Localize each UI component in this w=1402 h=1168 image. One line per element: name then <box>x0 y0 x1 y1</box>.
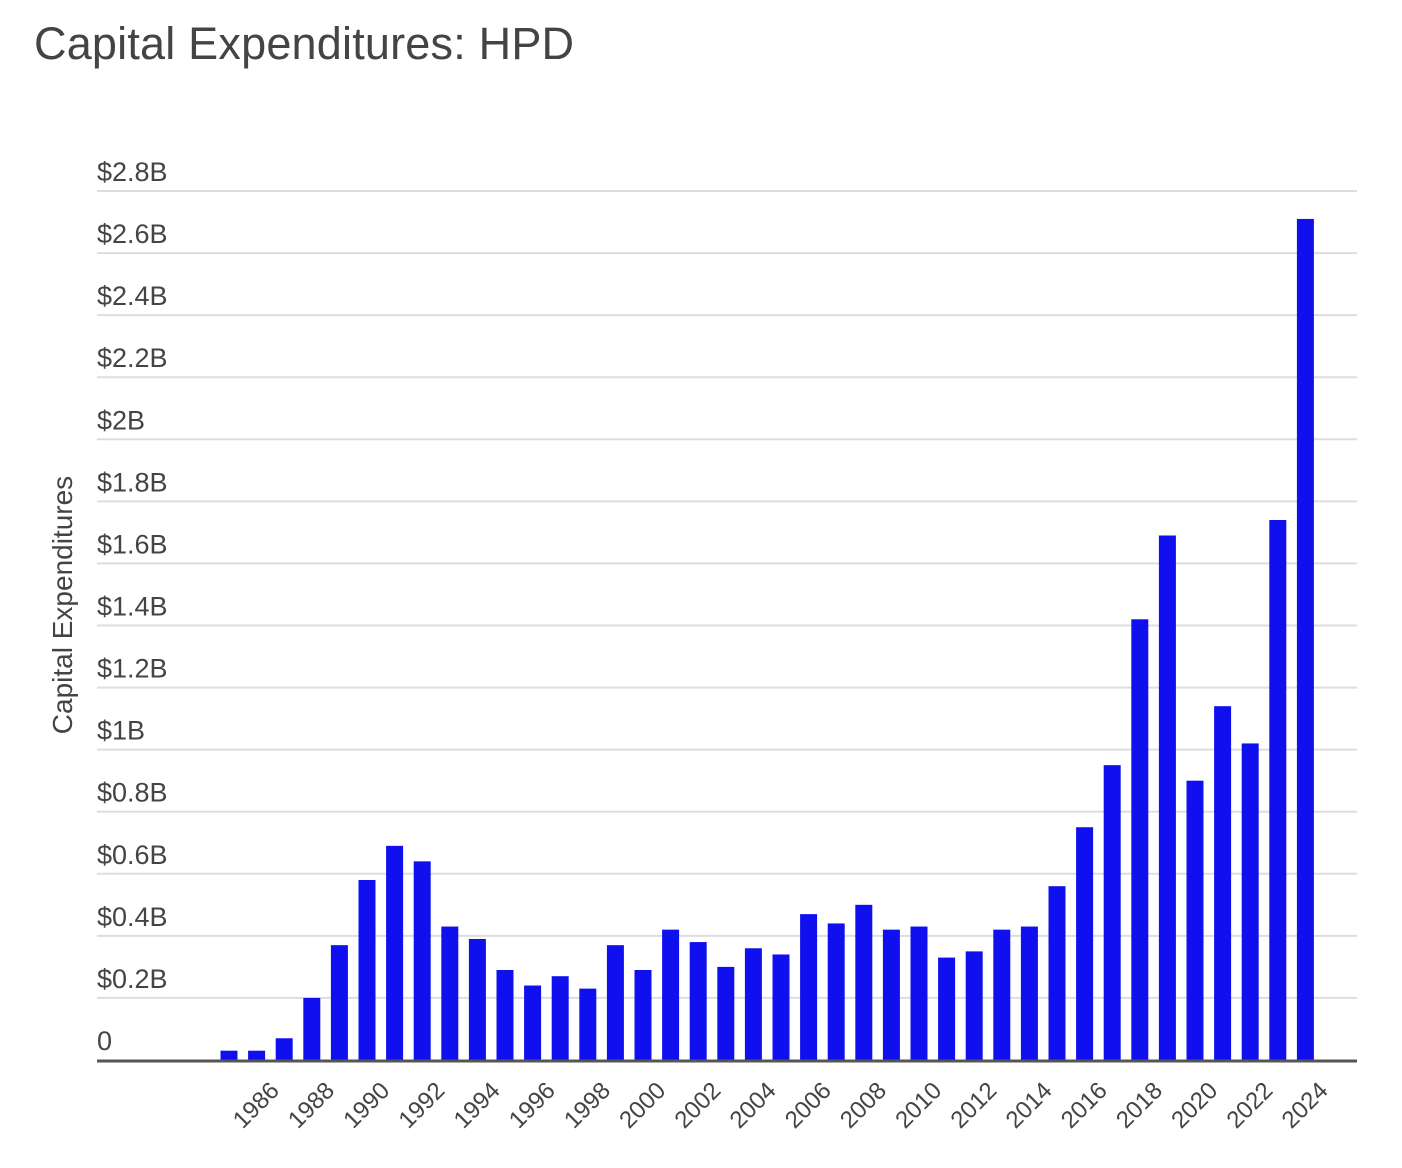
x-tick-label: 2012 <box>945 1077 1002 1134</box>
bar <box>1020 926 1038 1060</box>
bar <box>993 929 1011 1060</box>
x-tick-label: 1992 <box>393 1077 450 1134</box>
bar <box>303 997 321 1060</box>
bar <box>1214 706 1232 1060</box>
bar <box>662 929 680 1060</box>
y-tick-label: $2.6B <box>97 219 168 249</box>
bar <box>579 988 597 1060</box>
x-tick-label: 1988 <box>283 1077 340 1134</box>
bar <box>413 861 431 1060</box>
bar <box>551 976 569 1060</box>
bar <box>220 1050 238 1060</box>
x-tick-label: 1986 <box>228 1077 285 1134</box>
x-tick-label: 2008 <box>835 1077 892 1134</box>
x-tick-label: 2018 <box>1111 1077 1168 1134</box>
chart-title: Capital Expenditures: HPD <box>34 18 575 69</box>
bar <box>1269 519 1287 1060</box>
bar <box>1186 780 1204 1060</box>
bar <box>1131 619 1149 1060</box>
x-tick-label: 2014 <box>1001 1077 1058 1134</box>
y-tick-label: $1.6B <box>97 529 168 559</box>
y-tick-label: $2.2B <box>97 343 168 373</box>
bar <box>717 966 735 1060</box>
bar <box>1241 743 1259 1060</box>
y-axis-ticks: 0 $0.2B $0.4B $0.6B $0.8B $1B $1.2B $1.4B $1.6B $… <box>97 157 168 1056</box>
y-tick-label: $2.8B <box>97 157 168 187</box>
x-tick-label: 2022 <box>1221 1077 1278 1134</box>
x-tick-label: 1998 <box>559 1077 616 1134</box>
y-tick-label: 0 <box>97 1026 112 1056</box>
y-tick-label: $2.4B <box>97 281 168 311</box>
bar <box>772 954 790 1060</box>
bar <box>827 923 845 1060</box>
x-tick-label: 2006 <box>780 1077 837 1134</box>
bar <box>358 879 376 1060</box>
bar <box>1103 765 1121 1060</box>
bar <box>965 951 983 1060</box>
x-tick-label: 2016 <box>1056 1077 1113 1134</box>
x-tick-label: 1996 <box>504 1077 561 1134</box>
y-axis-label: Capital Expenditures <box>47 476 78 734</box>
y-tick-label: $1.4B <box>97 592 168 622</box>
bar <box>1296 218 1314 1061</box>
bar <box>248 1050 266 1060</box>
bar <box>496 969 514 1060</box>
y-tick-label: $0.6B <box>97 840 168 870</box>
x-tick-label: 2024 <box>1277 1077 1334 1134</box>
bar <box>275 1038 293 1060</box>
x-axis-ticks: 1986198819901992199419961998200020022004… <box>228 1077 1334 1134</box>
bar <box>1158 535 1176 1060</box>
bar <box>800 914 818 1060</box>
y-tick-label: $1.8B <box>97 467 168 497</box>
y-tick-label: $1B <box>97 716 145 746</box>
y-tick-label: $1.2B <box>97 654 168 684</box>
bar <box>882 929 900 1060</box>
y-tick-label: $0.4B <box>97 902 168 932</box>
bar <box>910 926 928 1060</box>
y-tick-label: $0.8B <box>97 778 168 808</box>
x-tick-label: 2004 <box>725 1077 782 1134</box>
x-tick-label: 1994 <box>449 1077 506 1134</box>
x-tick-label: 2020 <box>1166 1077 1223 1134</box>
bar <box>855 904 873 1060</box>
bar <box>386 845 404 1060</box>
bar <box>938 957 956 1060</box>
bar <box>441 926 459 1060</box>
bar <box>689 942 707 1060</box>
gridlines <box>97 190 1357 999</box>
bar <box>330 945 348 1060</box>
bar <box>606 945 624 1060</box>
x-tick-label: 2010 <box>890 1077 947 1134</box>
x-tick-label: 2000 <box>614 1077 671 1134</box>
bar <box>524 985 542 1060</box>
bar <box>1076 827 1094 1060</box>
x-tick-label: 1990 <box>338 1077 395 1134</box>
y-tick-label: $0.2B <box>97 964 168 994</box>
bar <box>468 938 486 1060</box>
bar <box>634 969 652 1060</box>
x-tick-label: 2002 <box>669 1077 726 1134</box>
bar <box>744 948 762 1060</box>
bar <box>1048 886 1066 1060</box>
bars <box>220 218 1314 1061</box>
y-tick-label: $2B <box>97 405 145 435</box>
